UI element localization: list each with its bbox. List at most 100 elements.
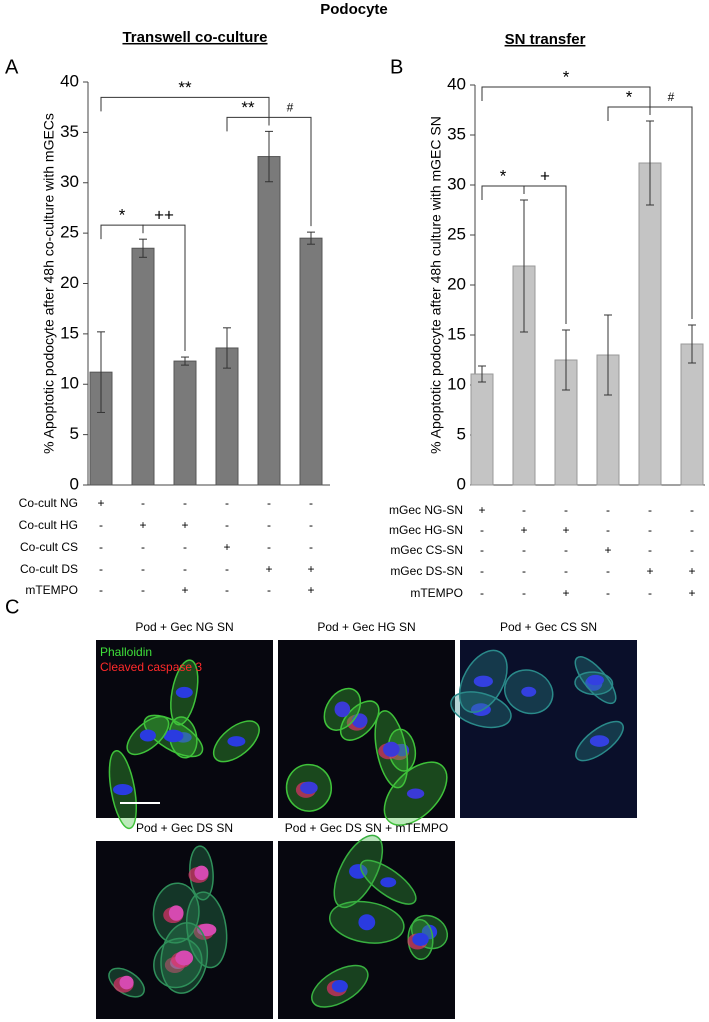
image-caption: Pod + Gec CS SN xyxy=(500,620,597,634)
treatment-label: mTEMPO xyxy=(25,583,78,597)
significance-label: ** xyxy=(178,78,192,97)
significance-label: * xyxy=(563,67,570,86)
treatment-sign: - xyxy=(564,564,568,578)
significance-bracket xyxy=(100,96,270,126)
nucleus xyxy=(349,864,368,879)
y-tick-label: 30 xyxy=(447,174,466,193)
treatment-sign: - xyxy=(99,562,103,576)
nucleus xyxy=(589,735,610,747)
nucleus xyxy=(300,781,318,795)
bar xyxy=(470,373,494,486)
y-tick-label: 40 xyxy=(60,71,79,90)
significance-bracket xyxy=(481,185,525,200)
treatment-sign: - xyxy=(99,518,103,532)
y-tick-label: 30 xyxy=(60,172,79,191)
figure-title: Podocyte xyxy=(320,1,388,18)
treatment-sign: - xyxy=(267,540,271,554)
treatment-sign: - xyxy=(267,518,271,532)
treatment-sign: - xyxy=(564,503,568,517)
y-tick-label: 25 xyxy=(447,224,466,243)
treatment-sign: + xyxy=(562,586,569,600)
nucleus xyxy=(119,975,134,990)
treatment-sign: - xyxy=(522,503,526,517)
bar xyxy=(131,247,155,486)
treatment-sign: + xyxy=(478,503,485,517)
nucleus xyxy=(334,701,351,718)
y-tick-label: 20 xyxy=(447,274,466,293)
treatment-sign: - xyxy=(267,496,271,510)
treatment-sign: + xyxy=(520,523,527,537)
nucleus xyxy=(380,877,397,888)
image-caption: Pod + Gec NG SN xyxy=(135,620,233,634)
treatment-sign: - xyxy=(606,503,610,517)
significance-label: ** xyxy=(241,98,255,117)
treatment-sign: - xyxy=(606,586,610,600)
treatment-sign: - xyxy=(309,518,313,532)
y-tick-label: 10 xyxy=(447,374,466,393)
significance-label: + xyxy=(540,166,550,185)
y-tick-label: 0 xyxy=(457,474,466,493)
treatment-sign: + xyxy=(562,523,569,537)
treatment-sign: - xyxy=(606,523,610,537)
nucleus xyxy=(227,736,246,747)
treatment-sign: - xyxy=(99,583,103,597)
treatment-sign: + xyxy=(646,564,653,578)
treatment-sign: - xyxy=(522,564,526,578)
nucleus xyxy=(412,932,429,946)
treatment-sign: - xyxy=(141,540,145,554)
nucleus xyxy=(175,950,194,966)
treatment-sign: - xyxy=(141,496,145,510)
significance-bracket xyxy=(649,106,693,319)
nucleus xyxy=(175,686,193,698)
treatment-sign: + xyxy=(307,583,314,597)
significance-bracket xyxy=(607,106,651,121)
stain-legend: Cleaved caspase 3 xyxy=(100,660,202,674)
y-axis-label: % Apoptotic podocyte after 48h co-cultur… xyxy=(41,113,57,454)
y-tick-label: 15 xyxy=(447,324,466,343)
treatment-sign: - xyxy=(522,586,526,600)
treatment-sign: + xyxy=(307,562,314,576)
y-tick-label: 5 xyxy=(457,424,466,443)
treatment-sign: + xyxy=(688,586,695,600)
panel-label: B xyxy=(390,56,403,78)
nucleus xyxy=(587,674,604,686)
y-tick-label: 20 xyxy=(60,273,79,292)
bar xyxy=(173,360,197,486)
significance-label: # xyxy=(668,90,675,104)
chart-title: SN transfer xyxy=(505,31,586,48)
treatment-sign: - xyxy=(648,543,652,557)
treatment-sign: + xyxy=(223,540,230,554)
chart-title: Transwell co-culture xyxy=(122,29,267,46)
treatment-sign: - xyxy=(690,503,694,517)
bar xyxy=(257,156,281,486)
nucleus xyxy=(406,788,425,799)
treatment-sign: - xyxy=(522,543,526,557)
image-caption: Pod + Gec DS SN xyxy=(136,821,233,835)
significance-label: * xyxy=(626,87,633,106)
y-tick-label: 25 xyxy=(60,223,79,242)
treatment-sign: - xyxy=(183,496,187,510)
treatment-sign: - xyxy=(690,543,694,557)
treatment-label: Co-cult DS xyxy=(20,562,78,576)
nucleus xyxy=(382,741,400,757)
micrograph xyxy=(460,640,637,818)
treatment-sign: - xyxy=(225,583,229,597)
treatment-sign: - xyxy=(141,562,145,576)
treatment-label: mGec HG-SN xyxy=(389,523,463,537)
y-axis-label: % Apoptotic podocyte after 48h culture w… xyxy=(428,116,444,454)
y-tick-label: 15 xyxy=(60,323,79,342)
nucleus xyxy=(139,729,156,742)
treatment-sign: - xyxy=(480,543,484,557)
nucleus xyxy=(194,865,209,881)
image-caption: Pod + Gec HG SN xyxy=(317,620,415,634)
significance-bracket xyxy=(268,116,312,227)
treatment-sign: - xyxy=(225,496,229,510)
treatment-label: mGec NG-SN xyxy=(389,503,463,517)
y-tick-label: 35 xyxy=(447,124,466,143)
treatment-sign: + xyxy=(181,583,188,597)
image-caption: Pod + Gec DS SN + mTEMPO xyxy=(285,821,448,835)
stain-legend: Phalloidin xyxy=(100,645,152,659)
treatment-sign: - xyxy=(99,540,103,554)
panel-label: A xyxy=(5,56,19,78)
